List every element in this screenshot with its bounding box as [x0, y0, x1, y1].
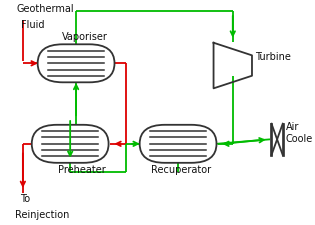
Text: Geothermal: Geothermal [17, 4, 75, 14]
Text: Air: Air [286, 122, 299, 132]
FancyBboxPatch shape [38, 44, 115, 82]
Text: To: To [20, 194, 30, 204]
Text: Preheater: Preheater [58, 165, 106, 175]
Text: Coole: Coole [285, 134, 312, 144]
Text: Reinjection: Reinjection [15, 210, 70, 220]
Text: Turbine: Turbine [255, 52, 291, 62]
Text: Recuperator: Recuperator [151, 165, 211, 175]
FancyBboxPatch shape [32, 125, 109, 163]
FancyBboxPatch shape [140, 125, 216, 163]
Text: Vaporiser: Vaporiser [62, 32, 108, 42]
Text: Fluid: Fluid [21, 20, 44, 30]
